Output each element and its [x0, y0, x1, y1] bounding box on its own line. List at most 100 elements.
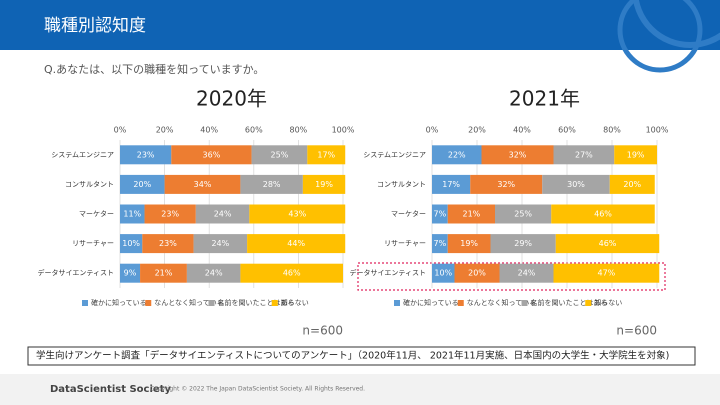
- question: Q.あなたは、以下の職種を知っていますか。: [44, 62, 264, 76]
- highlight-box: [357, 262, 666, 291]
- chart-title: 2020年: [196, 87, 267, 111]
- bar-segment: [144, 204, 196, 224]
- bar-segment: [251, 145, 308, 165]
- x-tick-label: 0%: [114, 126, 127, 135]
- legend-label: 確かに知っている: [91, 298, 147, 307]
- bar-segment: [542, 174, 610, 194]
- legend-label: 名前を聞いたことはある: [218, 298, 295, 307]
- data-label: 22%: [448, 150, 466, 159]
- data-label: 24%: [214, 210, 232, 219]
- bar-segment: [120, 204, 145, 224]
- note: 学生向けアンケート調査「データサイエンティストについてのアンケート」（2020年…: [36, 350, 669, 362]
- bar-segment: [495, 204, 552, 224]
- data-label: 29%: [514, 239, 532, 248]
- legend-swatch: [271, 300, 278, 306]
- legend-swatch: [82, 300, 88, 306]
- legend-swatch: [521, 300, 528, 306]
- data-label: 32%: [509, 150, 527, 159]
- data-label: 20%: [468, 269, 486, 278]
- bar-segment: [447, 234, 491, 254]
- footer-brand: DataScientist Society: [50, 384, 171, 395]
- data-label: 7%: [434, 239, 447, 248]
- data-label: 30%: [567, 180, 585, 189]
- data-label: 19%: [315, 180, 333, 189]
- bar-segment: [307, 145, 346, 165]
- legend-swatch: [457, 300, 464, 306]
- x-tick-label: 80%: [603, 126, 621, 135]
- legend-label: 知らない: [281, 298, 309, 307]
- footer-bar: [0, 374, 720, 405]
- bar-segment: [142, 234, 194, 254]
- bar-segment: [499, 263, 554, 283]
- bar-segment: [432, 145, 482, 165]
- data-label: 47%: [597, 269, 615, 278]
- data-label: 25%: [514, 210, 532, 219]
- header-title: 職種別認知度: [44, 16, 146, 36]
- x-tick-label: 100%: [332, 126, 355, 135]
- bar-segment: [249, 204, 346, 224]
- x-tick-label: 40%: [200, 126, 218, 135]
- bar-segment: [195, 204, 250, 224]
- data-label: 43%: [288, 210, 306, 219]
- data-label: 23%: [137, 150, 155, 159]
- data-label: 19%: [460, 239, 478, 248]
- legend-swatch: [208, 300, 215, 306]
- y-tick-label: コンサルタント: [65, 179, 114, 188]
- data-label: 25%: [271, 150, 289, 159]
- data-label: 11%: [123, 210, 141, 219]
- bar-segment: [553, 145, 615, 165]
- y-tick-label: システムエンジニア: [51, 151, 114, 159]
- y-tick-label: リサーチャー: [384, 240, 426, 248]
- bar-segment: [432, 263, 455, 283]
- legend-label: なんとなく知っている: [467, 298, 536, 307]
- bar-segment: [164, 174, 241, 194]
- x-tick-label: 60%: [245, 126, 263, 135]
- bar-segment: [454, 263, 500, 283]
- data-label: 24%: [205, 269, 223, 278]
- data-label: 24%: [211, 239, 229, 248]
- data-label: 17%: [317, 150, 335, 159]
- bar-segment: [120, 234, 143, 254]
- y-tick-label: リサーチャー: [72, 240, 114, 248]
- data-label: 32%: [497, 180, 515, 189]
- bar-segment: [193, 234, 248, 254]
- legend-label: 確かに知っている: [403, 298, 459, 307]
- legend-label: 名前を聞いたことはある: [531, 298, 608, 307]
- bar-segment: [432, 234, 448, 254]
- bar-segment: [171, 145, 252, 165]
- data-label: 44%: [287, 239, 305, 248]
- data-label: 36%: [203, 150, 221, 159]
- y-tick-label: マーケター: [79, 209, 114, 218]
- legend-swatch: [585, 300, 592, 306]
- data-label: 10%: [434, 269, 452, 278]
- bar-segment: [140, 263, 187, 283]
- header-bar: [0, 0, 720, 50]
- data-label: 9%: [124, 269, 137, 278]
- x-tick-label: 20%: [468, 126, 486, 135]
- data-label: 21%: [155, 269, 173, 278]
- data-label: 17%: [442, 180, 460, 189]
- data-label: 28%: [263, 180, 281, 189]
- data-label: 46%: [599, 239, 617, 248]
- data-label: 24%: [518, 269, 536, 278]
- y-tick-label: データサイエンティスト: [349, 268, 426, 277]
- data-label: 20%: [133, 180, 151, 189]
- bar-segment: [432, 174, 471, 194]
- data-label: 34%: [194, 180, 212, 189]
- bar-segment: [481, 145, 554, 165]
- data-label: 46%: [283, 269, 301, 278]
- bar-segment: [120, 263, 141, 283]
- bar-segment: [490, 234, 556, 254]
- data-label: 23%: [159, 239, 177, 248]
- bar-segment: [240, 174, 303, 194]
- y-tick-label: データサイエンティスト: [37, 268, 114, 277]
- legend-label: なんとなく知っている: [154, 298, 223, 307]
- bar-segment: [553, 263, 660, 283]
- x-tick-label: 20%: [156, 126, 174, 135]
- x-tick-label: 40%: [513, 126, 531, 135]
- bar-segment: [614, 145, 657, 165]
- bar-segment: [551, 204, 655, 224]
- y-tick-label: マーケター: [391, 209, 426, 218]
- chart-title: 2021年: [509, 87, 580, 111]
- data-label: 19%: [627, 150, 645, 159]
